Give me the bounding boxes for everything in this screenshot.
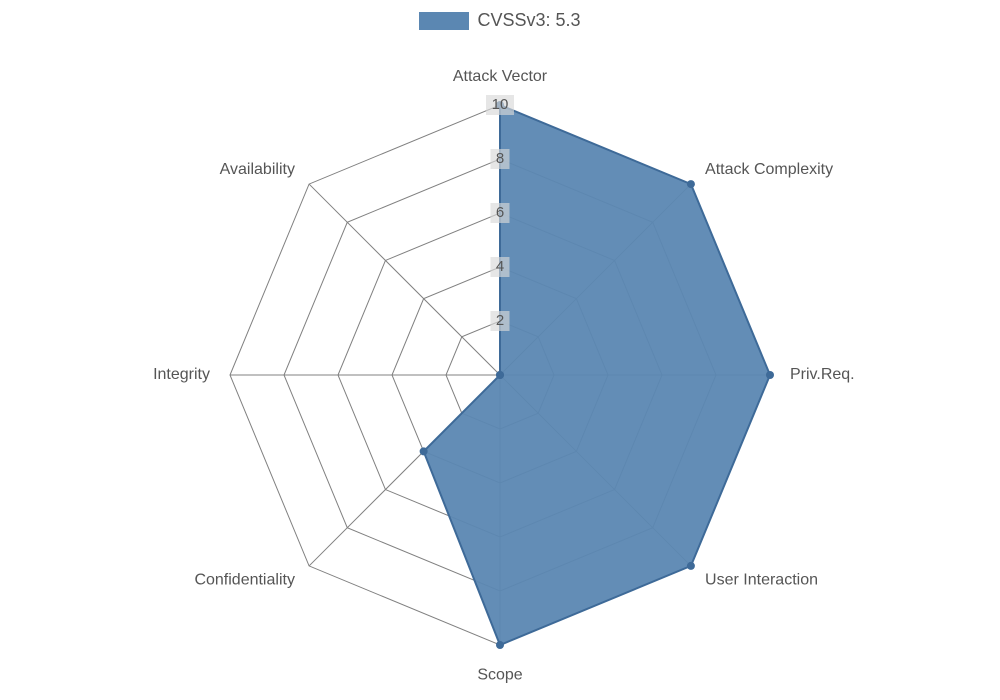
data-point (496, 371, 504, 379)
radar-chart-container: CVSSv3: 5.3 246810Attack VectorAttack Co… (0, 0, 1000, 700)
axis-label: Confidentiality (194, 571, 295, 588)
data-point (496, 641, 504, 649)
axis-label: Attack Vector (453, 68, 548, 85)
tick-label: 6 (496, 204, 504, 221)
grid-spoke (309, 184, 500, 375)
axis-label: Availability (220, 161, 295, 178)
data-point (687, 180, 695, 188)
tick-label: 4 (496, 258, 504, 275)
axis-label: Integrity (153, 366, 210, 383)
axis-label: Scope (477, 666, 522, 683)
axis-label: Priv.Req. (790, 366, 855, 383)
radar-chart: 2 4 6 8 10 Attack Vector Attack Complexity Priv… (0, 0, 1000, 700)
data-point (766, 371, 774, 379)
data-point (687, 562, 695, 570)
axis-label: User Interaction (705, 571, 818, 588)
data-point (420, 447, 428, 455)
tick-label: 8 (496, 150, 504, 167)
tick-label: 10 (492, 96, 509, 113)
tick-label: 2 (496, 312, 504, 329)
axis-label: Attack Complexity (705, 161, 833, 178)
